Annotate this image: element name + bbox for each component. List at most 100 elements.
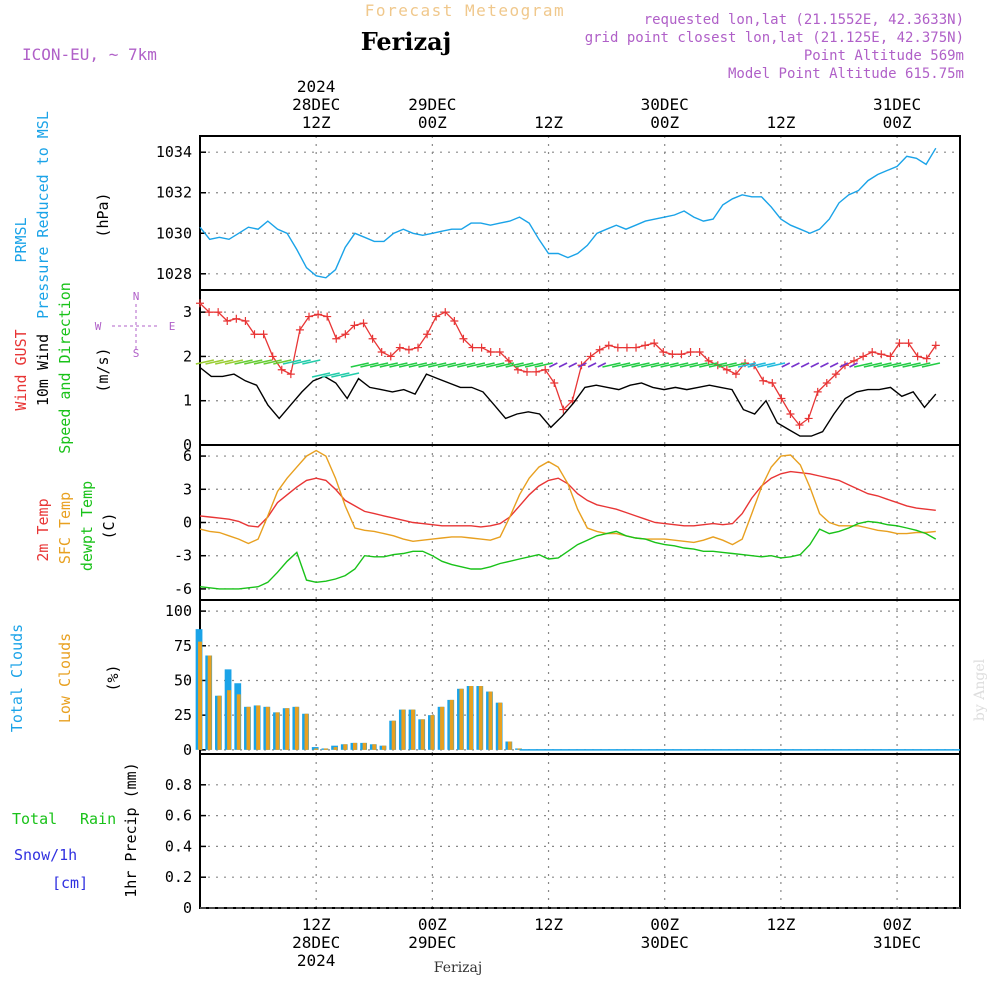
ytick-label: 1028: [156, 265, 192, 283]
legend-total: Total: [12, 810, 57, 828]
wind-direction-arrow: [437, 362, 457, 368]
gust-marker: [804, 414, 813, 423]
low-cloud-bar: [507, 741, 512, 750]
temp2m-label: 2m Temp: [34, 498, 52, 561]
ytick-label: 75: [174, 637, 192, 655]
ytick-label: -6: [174, 580, 192, 598]
top-time-label: 30DEC: [641, 95, 689, 114]
low-cloud-bar: [362, 742, 367, 750]
gust-marker: [704, 356, 713, 365]
ytick-label: 1030: [156, 224, 192, 242]
gust-marker: [305, 312, 314, 321]
wind-direction-arrow: [515, 362, 534, 368]
gust-marker: [668, 350, 677, 359]
low-cloud-bar: [217, 695, 222, 750]
gust-marker: [768, 379, 777, 387]
low-cloud-bar: [440, 706, 444, 750]
gust-marker: [414, 343, 423, 352]
gust-marker: [323, 312, 332, 321]
total-cloud-label: Total Clouds: [8, 624, 26, 732]
wind-direction-arrow: [505, 362, 524, 368]
top-time-label: 12Z: [534, 113, 563, 132]
wind-direction-arrow: [578, 362, 587, 368]
wind-direction-arrow: [568, 362, 578, 368]
panel-wind: 0 1 2 3: [183, 289, 961, 454]
wind-direction-arrow: [820, 362, 829, 368]
ytick-label: 0: [183, 436, 192, 454]
wind-direction-arrow: [689, 362, 708, 368]
gust-marker: [895, 339, 904, 348]
bottom-time-label: 12Z: [302, 915, 331, 934]
gust-marker: [486, 348, 495, 356]
gust-marker: [722, 365, 731, 374]
compass-rose: N S W E: [95, 290, 176, 360]
gust-marker: [214, 308, 223, 317]
wind-direction-arrow: [350, 362, 369, 368]
wind-direction-arrow: [244, 359, 263, 365]
top-time-label: 31DEC: [873, 95, 921, 114]
wind-direction-arrow: [273, 359, 292, 365]
gust-marker: [931, 341, 940, 350]
low-cloud-bar: [314, 748, 319, 750]
gust-marker: [922, 354, 931, 363]
wind-direction-arrow: [873, 362, 892, 368]
ytick-label: 0: [183, 899, 192, 917]
wind-direction-arrow: [611, 362, 631, 368]
wind-direction-arrow: [524, 362, 544, 368]
cloud-unit: (%): [104, 664, 122, 691]
gust-marker: [332, 334, 341, 343]
wind-direction-arrow: [398, 362, 418, 368]
top-time-label: 28DEC: [292, 95, 340, 114]
ytick-label: 50: [174, 671, 192, 689]
gust-marker: [595, 345, 604, 354]
wind-direction-arrow: [849, 362, 858, 368]
low-cloud-bar: [469, 686, 474, 750]
low-cloud-bar: [478, 686, 483, 750]
low-cloud-bar: [246, 706, 251, 750]
ytick-label: 2: [183, 347, 192, 365]
low-cloud-bar: [333, 747, 338, 750]
dewpoint-label: dewpt Temp: [78, 481, 96, 571]
low-cloud-bar: [304, 713, 309, 750]
panel-frame: [199, 135, 961, 291]
pressure-unit: (hPa): [94, 192, 112, 237]
gust-marker: [831, 370, 840, 379]
bottom-time-label: 30DEC: [641, 933, 689, 952]
bottom-time-label: 29DEC: [408, 933, 456, 952]
gust-marker: [613, 343, 622, 352]
gust-marker: [532, 367, 541, 376]
legend-snow: Snow/1h: [14, 846, 77, 864]
wind-unit: (m/s): [94, 347, 112, 392]
wind-direction-arrow: [839, 362, 849, 368]
credit-watermark: by Angel: [972, 658, 988, 721]
wind-label: 10m Wind: [34, 334, 52, 406]
low-cloud-bar: [488, 691, 493, 750]
gust-marker: [659, 348, 668, 356]
gust-marker: [559, 405, 568, 414]
wind-direction-arrow: [597, 362, 607, 368]
bottom-time-label: 00Z: [883, 915, 912, 934]
ytick-label: 0.8: [165, 776, 192, 794]
gust-marker: [859, 352, 868, 361]
gust-marker: [523, 367, 532, 376]
wind-direction-arrow: [883, 362, 902, 368]
low-cloud-bar: [372, 744, 377, 750]
low-cloud-bar: [459, 688, 464, 750]
gust-marker: [441, 308, 450, 317]
gust-marker: [877, 350, 886, 359]
gust-marker: [286, 370, 295, 379]
gust-marker: [205, 308, 214, 317]
low-cloud-bar: [227, 690, 231, 750]
gust-marker: [232, 314, 241, 323]
wind-direction-arrow: [912, 362, 931, 368]
gust-marker: [786, 410, 795, 418]
bottom-time-label: 12Z: [534, 915, 563, 934]
low-cloud-bar: [294, 706, 299, 750]
gust-marker: [759, 376, 768, 385]
gust-marker: [250, 330, 259, 339]
wind-direction-arrow: [447, 362, 466, 368]
precip-label: 1hr Precip (mm): [122, 762, 140, 897]
wind-direction-arrow: [215, 359, 234, 365]
gust-marker: [477, 343, 486, 352]
